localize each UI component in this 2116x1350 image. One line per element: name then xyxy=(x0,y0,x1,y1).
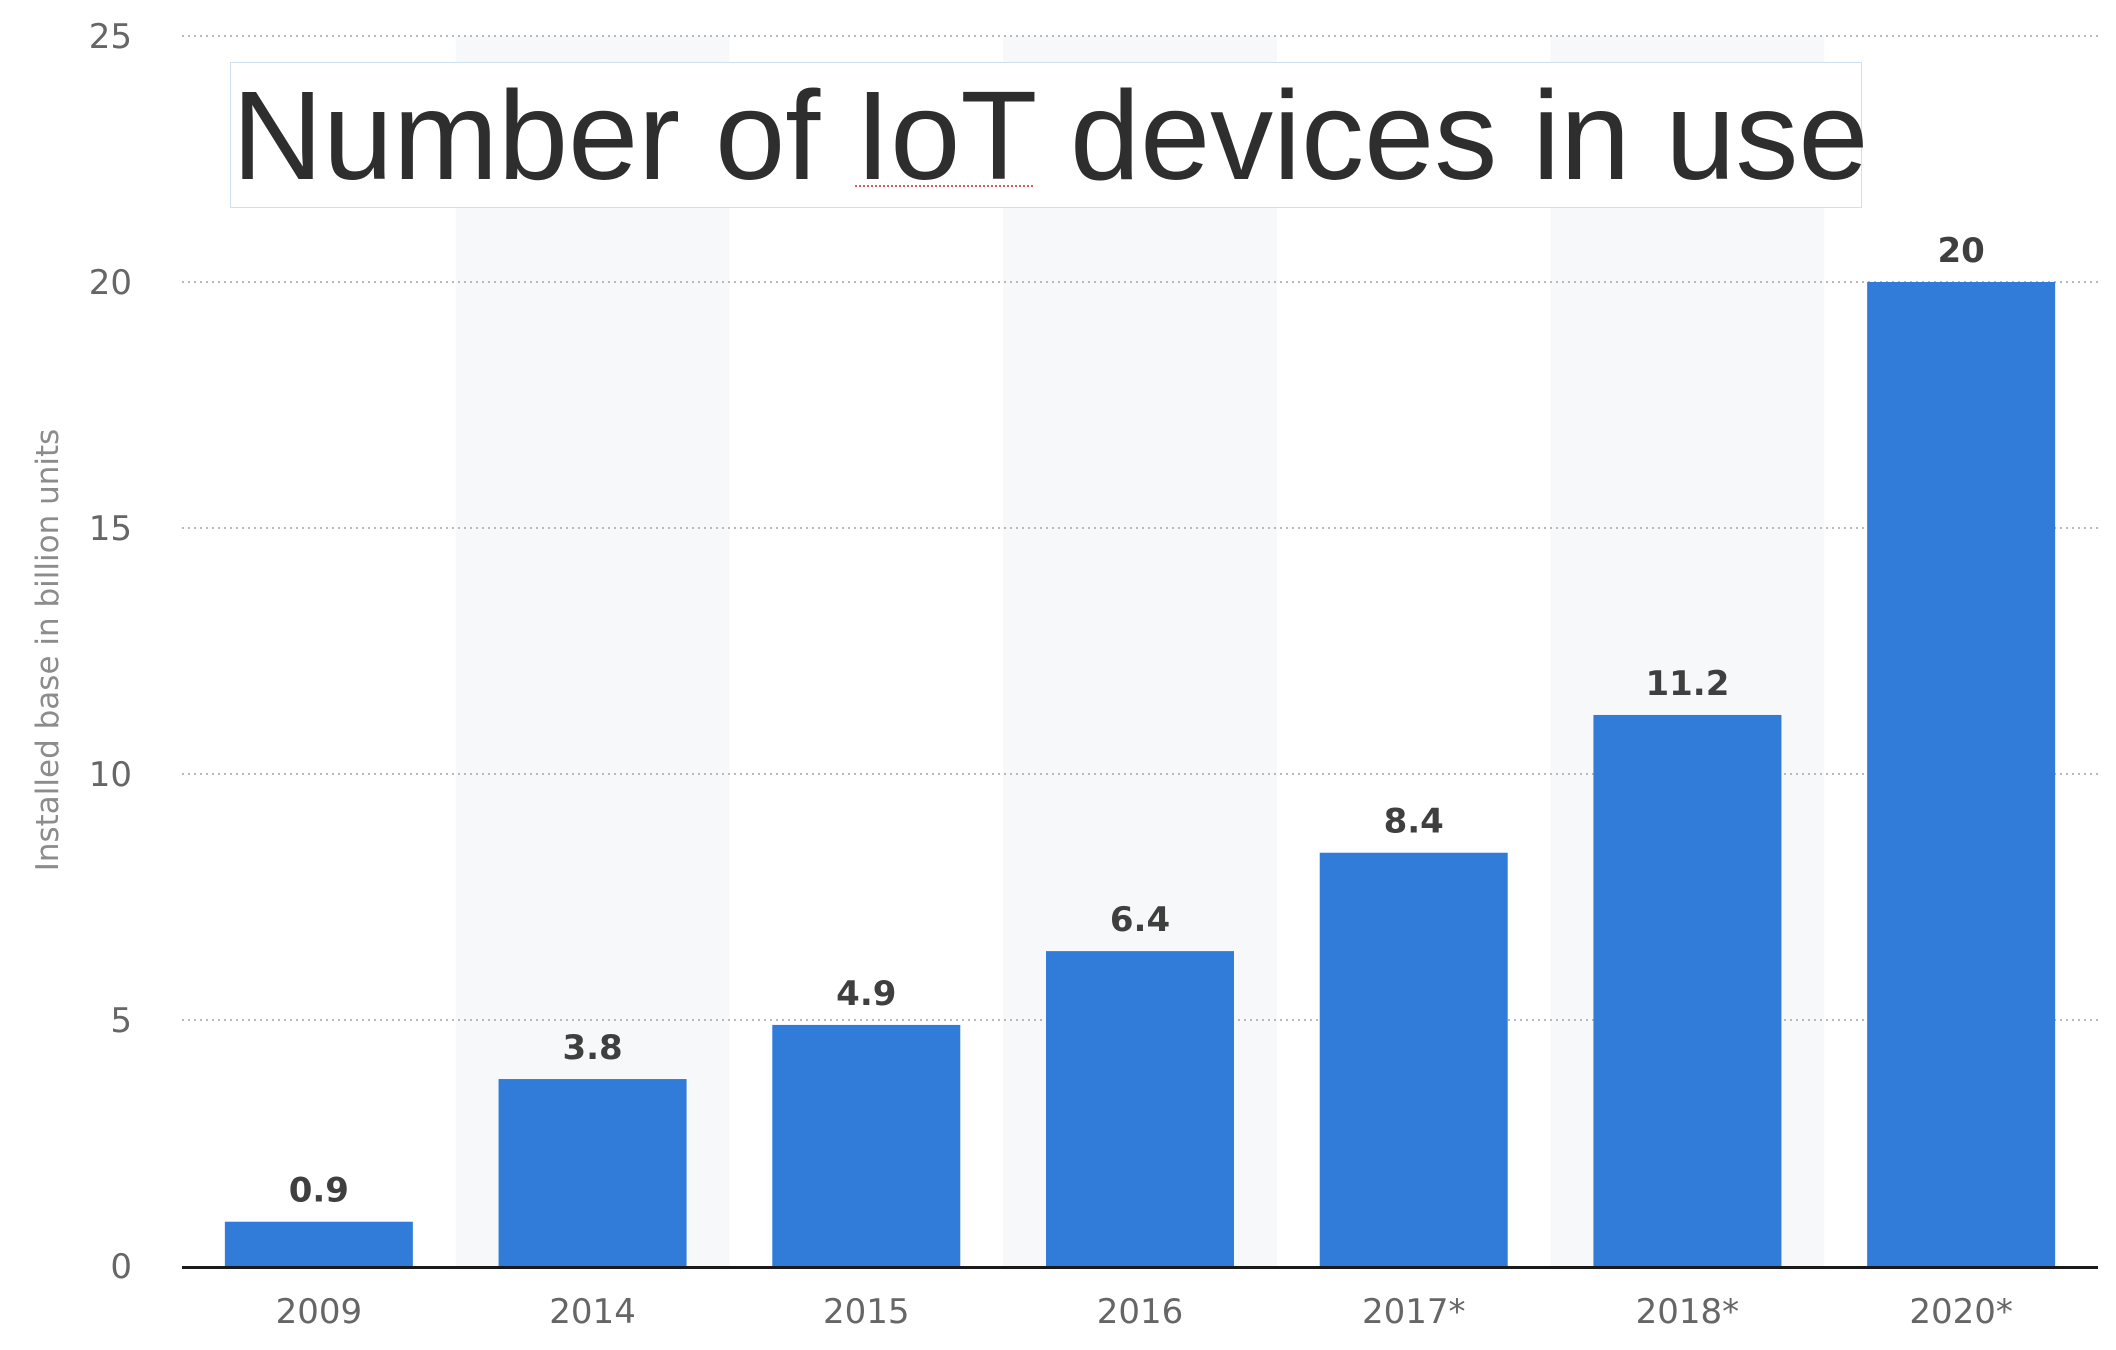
x-tick-label: 2018* xyxy=(1636,1292,1740,1332)
bar xyxy=(498,1079,687,1266)
y-axis-label: Installed base in billion units xyxy=(30,429,66,872)
column-bands xyxy=(455,36,1825,1266)
x-tick-label: 2017* xyxy=(1362,1292,1466,1332)
bar-value-label: 11.2 xyxy=(1645,664,1729,704)
y-tick-label: 15 xyxy=(89,509,132,549)
chart-title-after: devices in use xyxy=(1035,65,1869,206)
bar-value-label: 8.4 xyxy=(1384,802,1444,842)
x-tick-label: 2015 xyxy=(823,1292,910,1332)
bar xyxy=(224,1221,413,1266)
x-tick-label: 2014 xyxy=(549,1292,636,1332)
bar xyxy=(772,1024,961,1266)
bar-value-label: 6.4 xyxy=(1110,900,1170,940)
bar xyxy=(1319,852,1508,1266)
bar-value-label: 3.8 xyxy=(562,1028,622,1068)
bars xyxy=(224,282,2056,1266)
bar-value-label: 0.9 xyxy=(289,1171,349,1211)
bar xyxy=(1867,282,2056,1266)
y-tick-label: 5 xyxy=(110,1001,132,1041)
bar-value-label: 20 xyxy=(1937,231,1984,271)
chart-title-before: Number of xyxy=(232,65,856,206)
bar-value-label: 4.9 xyxy=(836,974,896,1014)
chart-title-highlight: IoT xyxy=(855,65,1036,206)
x-tick-label: 2016 xyxy=(1097,1292,1184,1332)
x-tick-label: 2009 xyxy=(276,1292,363,1332)
column-band xyxy=(455,36,730,1266)
y-tick-label: 20 xyxy=(89,263,132,303)
bar xyxy=(1593,714,1782,1266)
value-labels: 0.9 3.8 4.9 6.4 8.4 11.2 20 xyxy=(289,231,1985,1211)
bar xyxy=(1046,951,1234,1266)
title-box xyxy=(230,62,1862,208)
x-axis-tick-labels: 2009 2014 2015 2016 2017* 2018* 2020* xyxy=(276,1292,2013,1332)
x-tick-label: 2020* xyxy=(1909,1292,2013,1332)
chart-title: Number of IoT devices in use xyxy=(232,66,1868,206)
y-tick-label: 10 xyxy=(89,755,132,795)
y-tick-label: 0 xyxy=(110,1247,132,1287)
y-axis-tick-labels: 0 5 10 15 20 25 xyxy=(89,17,132,1287)
y-tick-label: 25 xyxy=(89,17,132,57)
